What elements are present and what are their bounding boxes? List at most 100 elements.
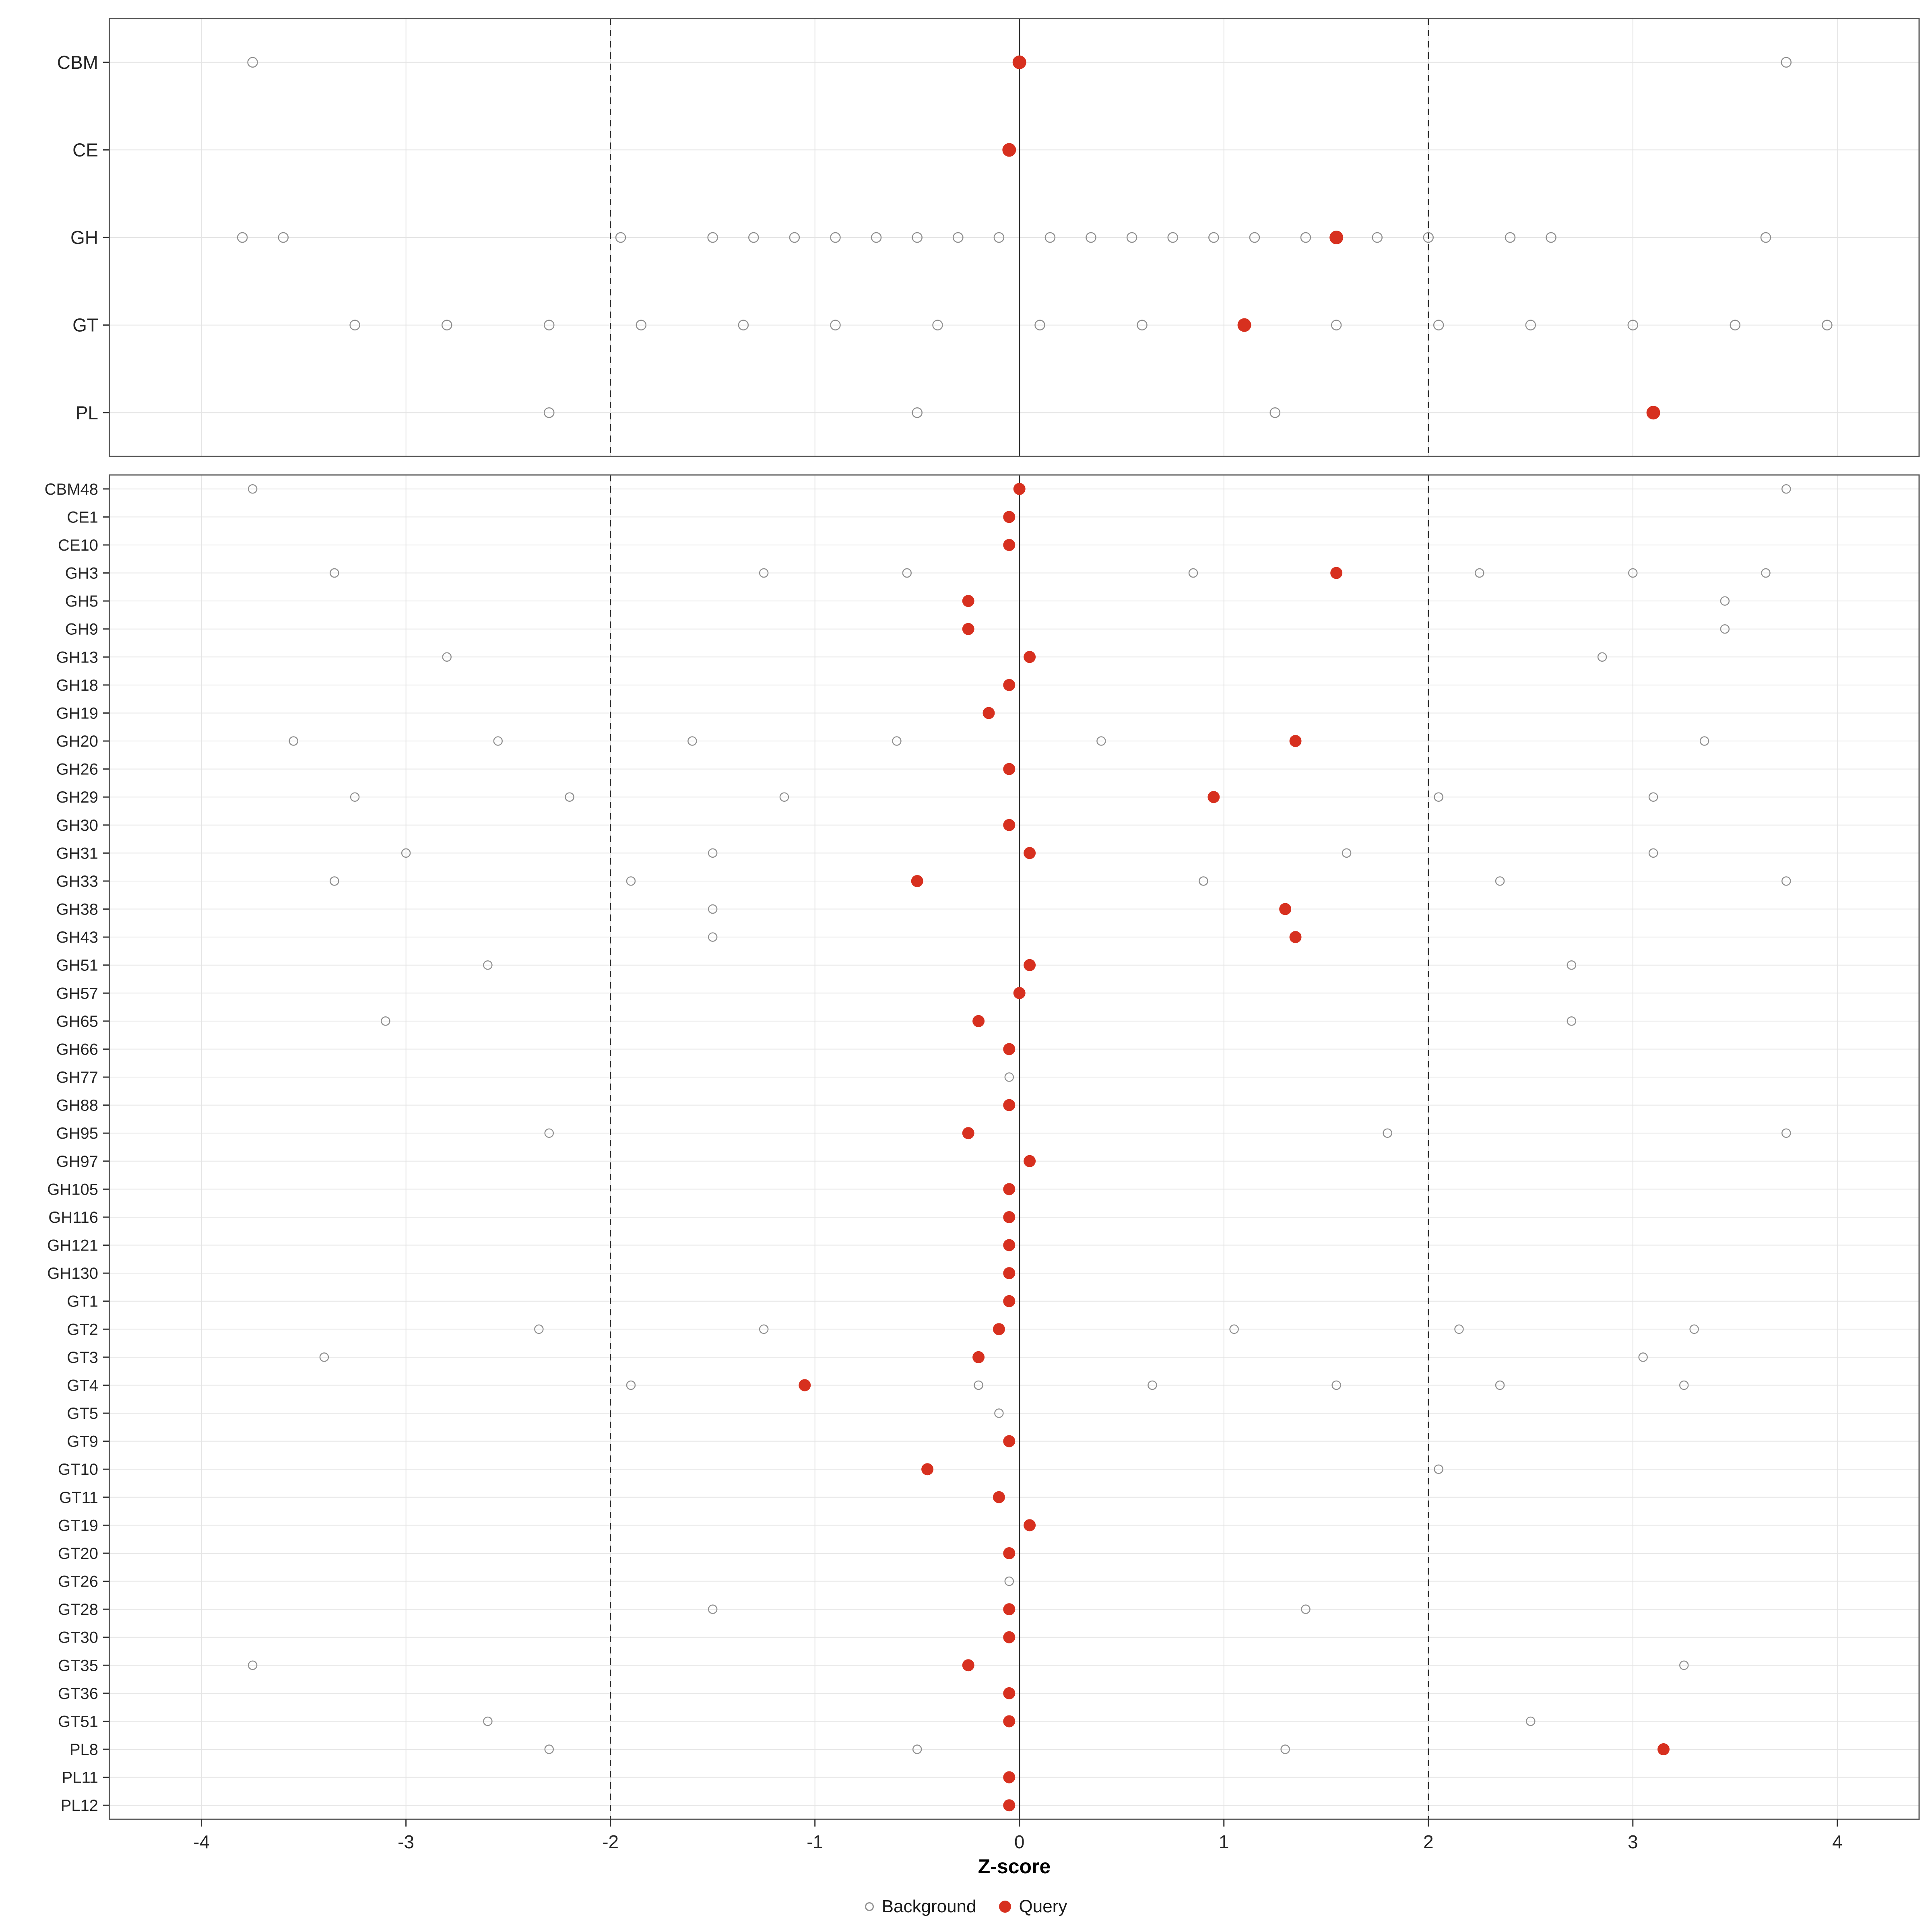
query-point (1003, 763, 1016, 775)
query-point (1024, 959, 1036, 971)
y-tick-label: GT28 (58, 1601, 98, 1618)
y-tick-label: GH66 (56, 1040, 99, 1058)
query-point (1003, 1771, 1016, 1783)
background-point (1648, 848, 1658, 858)
background-point (1034, 320, 1045, 330)
background-legend-label: Background (881, 1897, 976, 1916)
y-tick-label: GH (70, 227, 98, 248)
background-point (708, 904, 718, 914)
query-point (962, 595, 974, 607)
query-point-icon (999, 1901, 1011, 1913)
panel-subfamilies: CBM48 CE1 CE10 GH3 GH5 GH9 GH13 GH18 GH19 GH20 GH2… (45, 474, 1920, 1820)
y-tick-label: GH77 (56, 1069, 99, 1086)
legend-item-query: Query (999, 1897, 1067, 1917)
background-point (1434, 792, 1443, 802)
background-point (1475, 568, 1484, 578)
query-point (1208, 791, 1220, 803)
legend-item-background: Background (865, 1897, 976, 1917)
background-point (1331, 320, 1342, 330)
background-point (994, 1408, 1004, 1418)
query-point (799, 1379, 811, 1391)
panel-background (109, 475, 1919, 1819)
background-point (1004, 1072, 1014, 1082)
background-point (708, 932, 718, 942)
y-tick-label: GT20 (58, 1545, 98, 1563)
y-tick-label: GH19 (56, 704, 99, 722)
background-point (1567, 1016, 1577, 1026)
background-point (248, 484, 258, 494)
y-tick-label: GT (72, 315, 98, 336)
y-tick-label: GT26 (58, 1573, 98, 1591)
y-tick-label: GH3 (65, 565, 98, 582)
background-point (1454, 1324, 1464, 1334)
background-point (248, 1660, 258, 1670)
background-point (1167, 232, 1178, 243)
query-legend-label: Query (1019, 1897, 1067, 1916)
y-tick-label: GH65 (56, 1013, 99, 1030)
legend: Background Query (0, 1897, 1932, 1917)
query-point (1003, 539, 1016, 551)
query-point (962, 1659, 974, 1672)
background-point (953, 232, 964, 243)
background-point (1822, 320, 1833, 330)
background-point (1495, 1380, 1505, 1390)
y-tick-label: GH31 (56, 844, 99, 862)
query-point (1003, 679, 1016, 691)
query-point (1289, 735, 1302, 747)
y-tick-label: GH30 (56, 817, 99, 834)
background-point (1433, 320, 1444, 330)
background-point (1280, 1744, 1290, 1754)
query-point (1289, 931, 1302, 943)
background-point (738, 320, 749, 330)
background-point (1372, 232, 1383, 243)
query-point (1013, 987, 1026, 999)
query-point (1024, 847, 1036, 859)
y-tick-label: GT10 (58, 1461, 98, 1478)
background-point (289, 736, 298, 746)
query-point (1003, 511, 1016, 523)
y-tick-label: GH88 (56, 1097, 99, 1115)
y-tick-label: PL8 (70, 1741, 98, 1759)
background-point (902, 568, 912, 578)
background-point (534, 1324, 544, 1334)
background-point (1086, 232, 1096, 243)
background-point (708, 1604, 718, 1614)
background-point (1689, 1324, 1699, 1334)
y-tick-label: CE1 (67, 508, 98, 526)
background-point (401, 848, 411, 858)
background-point (1761, 568, 1771, 578)
y-tick-label: GH26 (56, 761, 99, 778)
background-point (381, 1016, 390, 1026)
background-point (779, 792, 789, 802)
panel-families: CBM CE GH GT PL (57, 18, 1920, 457)
background-point (247, 57, 258, 68)
query-point (1003, 1799, 1016, 1812)
query-point (1003, 1631, 1016, 1643)
background-point (993, 232, 1005, 243)
background-point (1269, 407, 1280, 418)
plot-svg: CBM CE GH GT PL CBM48 CE1 CE10 GH3 GH5 GH9 GH13 GH18… (45, 18, 1920, 1852)
background-point (483, 960, 493, 970)
background-point (759, 1324, 769, 1334)
panel-border (109, 18, 1920, 457)
panel-border (109, 474, 1920, 1820)
query-point (983, 707, 995, 719)
background-point (483, 1716, 493, 1726)
y-tick-label: GT9 (67, 1433, 98, 1451)
background-point (1730, 320, 1741, 330)
background-point (1505, 232, 1516, 243)
query-point (1024, 651, 1036, 663)
y-tick-label: GH43 (56, 929, 99, 946)
background-point (1383, 1128, 1392, 1138)
background-point (1301, 1604, 1311, 1614)
query-point (1330, 567, 1343, 579)
background-point (543, 407, 555, 418)
query-point (1012, 55, 1026, 69)
query-point (1003, 1239, 1016, 1251)
background-point (1679, 1380, 1689, 1390)
background-point (1781, 57, 1792, 68)
y-tick-label: GH13 (56, 648, 99, 666)
y-tick-label: GT36 (58, 1685, 98, 1703)
background-point (544, 1128, 554, 1138)
background-point (1044, 232, 1056, 243)
